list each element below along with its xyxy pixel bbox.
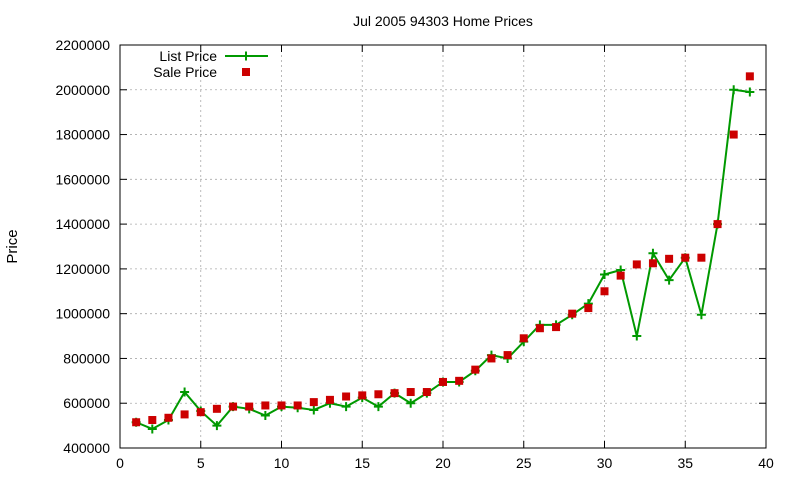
sale-price-point <box>616 271 625 280</box>
y-axis-title: Price <box>4 229 21 263</box>
y-tick-label: 400000 <box>63 440 110 456</box>
series-layer <box>131 72 755 434</box>
legend-label-list-price: List Price <box>159 48 217 64</box>
chart-title: Jul 2005 94303 Home Prices <box>353 13 533 29</box>
x-tick-label: 10 <box>274 455 290 471</box>
list-price-point <box>147 424 157 434</box>
sale-price-point <box>568 309 577 318</box>
x-tick-label: 20 <box>435 455 451 471</box>
sale-price-point <box>471 365 480 374</box>
y-tick-label: 1200000 <box>55 261 110 277</box>
sale-price-point <box>535 324 544 333</box>
sale-price-point <box>342 392 351 401</box>
x-axis-tick-labels: 0 5 10 15 20 25 30 35 40 <box>116 455 774 471</box>
sale-price-point <box>648 259 657 268</box>
sale-price-point <box>164 413 173 422</box>
axis-ticks <box>119 44 767 449</box>
sale-price-point <box>439 377 447 386</box>
sale-price-point <box>665 254 674 263</box>
list-price-point <box>696 310 706 320</box>
sale-price-point <box>584 304 593 313</box>
list-price-point <box>664 275 674 285</box>
y-tick-label: 1000000 <box>55 306 110 322</box>
list-price-point <box>600 269 609 279</box>
sale-price-point <box>390 389 399 398</box>
sale-price-point <box>374 390 383 399</box>
list-price-point <box>729 85 739 95</box>
sale-price-point <box>713 220 722 229</box>
x-tick-label: 30 <box>597 455 613 471</box>
sale-price-point <box>519 334 528 343</box>
x-tick-label: 5 <box>197 455 205 471</box>
list-price-point <box>260 411 270 421</box>
y-tick-label: 1800000 <box>55 127 110 143</box>
list-price-point <box>309 405 319 415</box>
list-price-point <box>648 248 658 258</box>
sale-price-point <box>229 402 238 411</box>
sale-price-point <box>196 408 205 417</box>
list-price-point <box>180 387 190 397</box>
list-price-point <box>212 421 222 431</box>
sale-price-point <box>552 323 561 332</box>
sale-price-point <box>148 416 157 425</box>
x-tick-label: 25 <box>516 455 532 471</box>
legend-label-sale-price: Sale Price <box>153 64 217 80</box>
sale-price-point <box>455 376 464 385</box>
x-tick-label: 0 <box>116 455 124 471</box>
x-tick-label: 15 <box>354 455 370 471</box>
sale-price-point <box>729 130 738 139</box>
list-price-point <box>406 398 416 408</box>
y-tick-label: 800000 <box>63 350 110 366</box>
y-tick-label: 2200000 <box>55 37 110 53</box>
sale-price-point <box>745 72 754 81</box>
sale-price-point <box>422 388 431 397</box>
sale-price-point <box>325 395 334 404</box>
x-tick-label: 40 <box>758 455 774 471</box>
y-tick-label: 2000000 <box>55 82 110 98</box>
sale-price-point <box>358 391 367 400</box>
sale-price-point <box>261 401 270 410</box>
sale-price-point <box>132 418 141 427</box>
legend: List Price Sale Price <box>153 48 268 80</box>
sale-price-point <box>600 287 609 296</box>
sale-price-point <box>487 354 496 363</box>
list-price-point <box>373 402 383 412</box>
sale-price-point <box>277 401 286 410</box>
sale-price-point <box>245 402 254 411</box>
sale-price-point <box>503 351 512 360</box>
sale-price-point <box>293 401 302 410</box>
sale-price-point <box>632 260 641 269</box>
x-tick-label: 35 <box>677 455 693 471</box>
y-tick-label: 600000 <box>63 395 110 411</box>
sale-price-point <box>309 398 318 407</box>
y-tick-label: 1400000 <box>55 216 110 232</box>
sale-price-point <box>212 404 221 413</box>
y-axis-tick-labels: 400000 600000 800000 1000000 1200000 1400000 1… <box>55 37 110 456</box>
list-price-point <box>632 331 642 341</box>
list-price-point <box>341 402 351 412</box>
sale-price-point <box>180 410 189 419</box>
y-tick-label: 1600000 <box>55 171 110 187</box>
legend-marker-sale-price <box>242 68 250 76</box>
sale-price-point <box>406 388 415 397</box>
sale-price-point <box>697 253 706 262</box>
legend-marker-list-price <box>241 51 251 61</box>
list-price-point <box>745 87 755 97</box>
sale-price-point <box>681 253 690 262</box>
grid-lines <box>120 45 766 448</box>
